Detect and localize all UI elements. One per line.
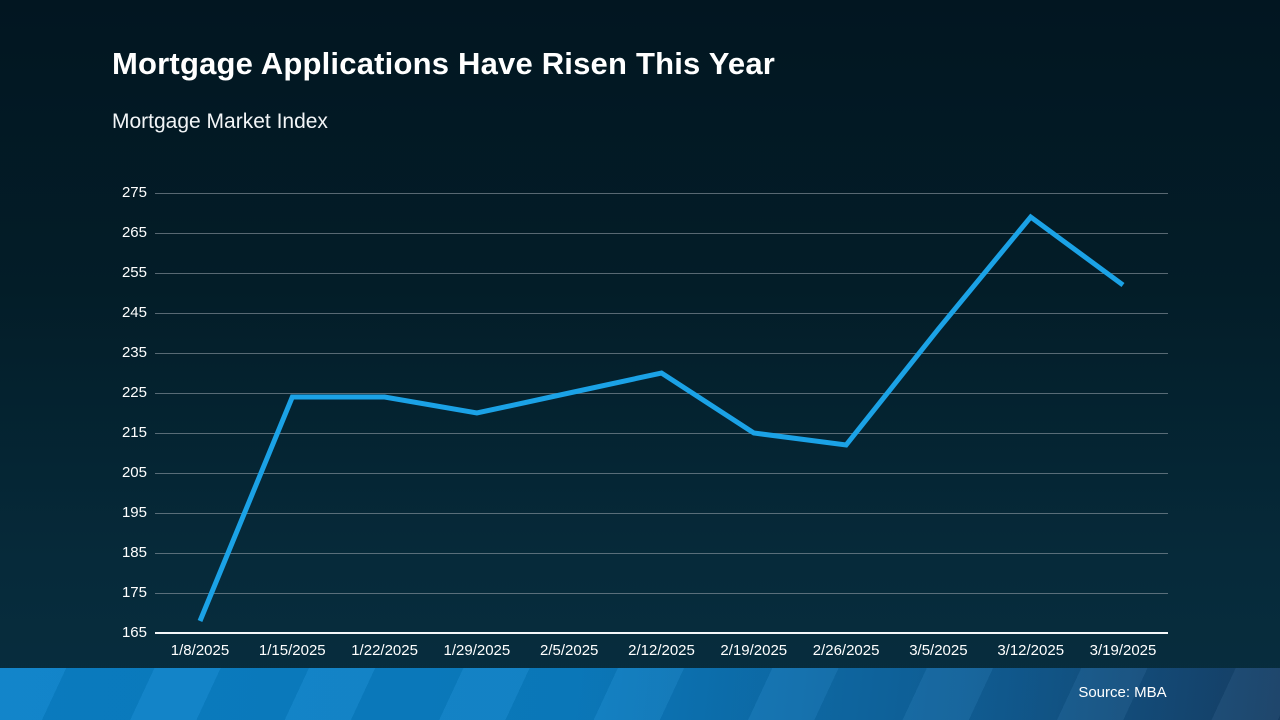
- x-tick-label: 2/19/2025: [720, 642, 788, 659]
- y-tick-label: 215: [121, 424, 147, 441]
- gridline: [155, 433, 1168, 434]
- source-label: Source: MBA: [1078, 684, 1167, 701]
- x-tick-label: 2/5/2025: [539, 642, 599, 659]
- chart-title: Mortgage Applications Have Risen This Ye…: [112, 46, 776, 81]
- gridline: [155, 513, 1168, 514]
- y-tick-label: 225: [121, 384, 147, 401]
- x-tick-label: 1/22/2025: [351, 642, 418, 659]
- y-tick-label: 195: [121, 504, 147, 521]
- gridline: [155, 353, 1168, 354]
- x-axis-line: [155, 632, 1168, 634]
- y-tick-label: 175: [121, 584, 147, 601]
- y-tick-label: 235: [121, 344, 147, 361]
- x-tick-label: 2/26/2025: [812, 642, 880, 659]
- y-tick-label: 205: [121, 464, 147, 481]
- gridline: [155, 193, 1168, 194]
- gridline: [155, 313, 1168, 314]
- x-tick-label: 3/5/2025: [909, 642, 968, 659]
- gridline: [155, 393, 1168, 394]
- trend-line: [197, 213, 1125, 622]
- gridline: [155, 473, 1168, 474]
- y-tick-label: 165: [121, 624, 147, 641]
- y-tick-label: 245: [121, 304, 147, 321]
- gridline: [155, 233, 1168, 234]
- x-tick-label: 3/19/2025: [1089, 642, 1157, 659]
- y-tick-label: 185: [121, 544, 147, 561]
- footer-bar: [0, 668, 1280, 720]
- y-tick-label: 255: [121, 264, 147, 281]
- y-tick-label: 275: [121, 184, 147, 201]
- gridline: [155, 593, 1168, 594]
- gridline: [155, 553, 1168, 554]
- y-tick-label: 265: [121, 224, 147, 241]
- gridline: [155, 273, 1168, 274]
- x-tick-label: 1/15/2025: [258, 642, 326, 659]
- x-tick-label: 2/12/2025: [628, 642, 695, 659]
- x-tick-label: 1/8/2025: [170, 642, 230, 659]
- x-tick-label: 1/29/2025: [443, 642, 511, 659]
- chart-subtitle: Mortgage Market Index: [112, 110, 328, 133]
- x-tick-label: 3/12/2025: [997, 642, 1065, 659]
